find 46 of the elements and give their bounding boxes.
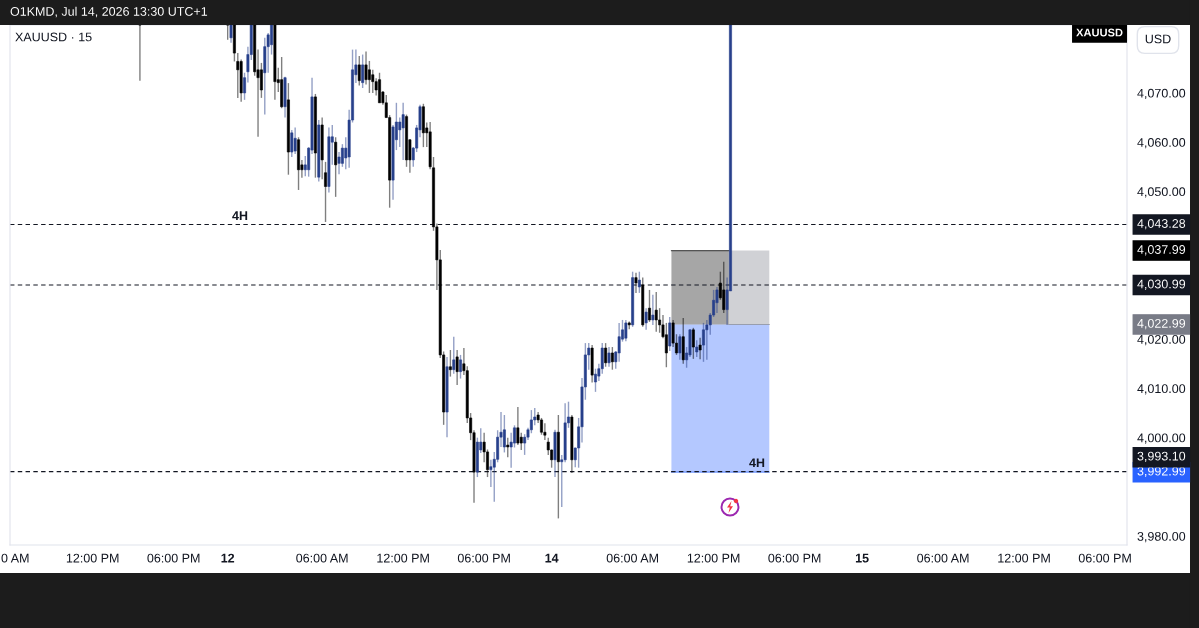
y-tick-label: 4,000.00 [1137,433,1186,444]
x-tick-label: 06:00 AM [296,553,348,563]
candlestick [243,72,246,101]
y-tick-label: 4,070.00 [1137,88,1186,100]
candlestick [259,62,263,99]
candlestick [648,289,651,323]
candlestick [543,422,547,441]
y-tick-label: 4,060.00 [1137,138,1186,149]
candlestick [540,417,543,436]
candlestick [702,322,705,363]
y-tick-label: 4,020.00 [1137,334,1186,346]
x-tick-label: 06:00 PM [1078,553,1131,563]
ref-line-label: 3,993.10 [1137,451,1186,462]
candlestick [459,354,462,380]
candlestick [378,72,381,104]
y-tick-label: 4,022.99 [1137,318,1186,330]
candlestick [594,368,597,393]
y-tick-label: 3,980.00 [1137,531,1186,543]
x-tick-label: 12:00 PM [687,553,740,563]
ref-line-label: 4,043.28 [1137,219,1186,230]
ref-line-label: 4,030.99 [1137,279,1186,290]
y-axis-title: USD [1145,34,1171,44]
y-tick-label: 3,992.99 [1137,466,1186,477]
x-tick-label: 06:00 PM [457,553,510,563]
x-tick-label: 0 AM [1,553,29,563]
candlestick [324,161,327,223]
candlestick [513,424,516,449]
y-tick-label: 4,050.00 [1137,187,1186,198]
y-tick-label: 4,037.99 [1137,245,1186,256]
annotation: 4H [749,458,765,468]
x-tick-label: 06:00 PM [147,553,200,563]
x-tick-label: 15 [855,553,869,563]
x-tick-label: 06:00 AM [917,553,969,563]
x-tick-label: 12:00 PM [66,553,119,563]
x-tick-label: 06:00 AM [606,553,658,563]
x-tick-label: 06:00 PM [768,553,821,563]
x-tick-label: 14 [545,553,559,563]
y-tick-label: 4,010.00 [1137,384,1186,395]
x-tick-label: 12 [221,553,235,563]
candlestick [270,25,273,56]
annotation: 4H [232,211,248,220]
annotation: XAUUSD [1076,28,1123,37]
x-tick-label: 12:00 PM [377,553,429,563]
text: O1KMD, Jul 14, 2026 13:30 UTC+1 [10,6,208,18]
chart-title: XAUUSD · 15 [15,32,92,42]
x-tick-label: 12:00 PM [998,553,1050,563]
